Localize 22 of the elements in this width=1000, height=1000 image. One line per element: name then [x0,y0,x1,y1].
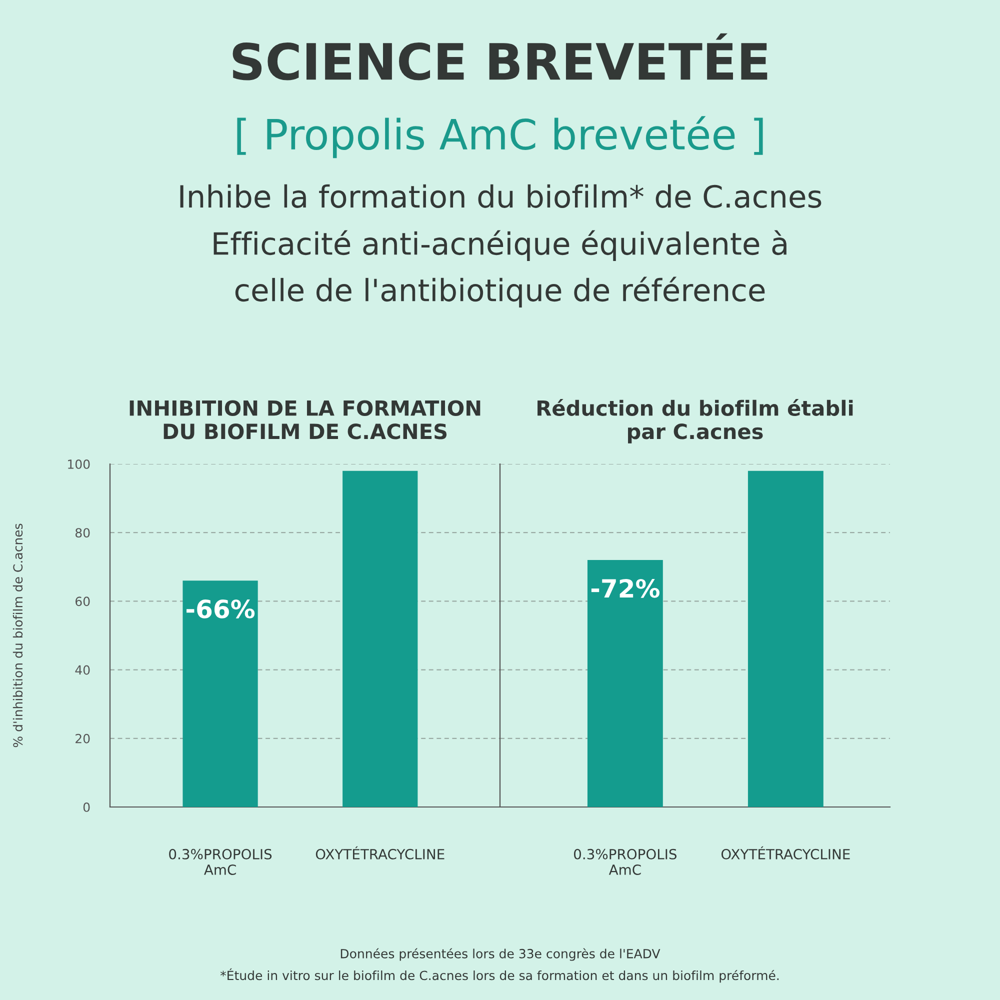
text: Inhibe la formation du biofilm* de C.acnes [180,184,822,208]
chart-title: Réduction du biofilm établi par C.acnes [538,399,853,444]
x-tick-label: 0.3%PROPOLIS AmC [169,848,272,875]
text: Données présentées lors de 33e congrès de l'EADV [340,948,660,961]
chart-title: INHIBITION DE LA FORMATION DU BIOFILM DE C.ACNES [130,400,480,440]
annotation: -72% [591,578,660,598]
y-tick-label: 20 [76,734,90,744]
text: *Étude in vitro sur le biofilm de C.acnes lors de sa formation et dans un biofilm préformé. [220,968,779,983]
text: [ Propolis AmC brevetée ] [237,116,763,158]
text: celle de l'antibiotique de référence [235,276,765,308]
x-tick-label: OXYTÉTRACYCLINE [721,846,850,860]
annotation: -66% [186,600,255,618]
y-tick-label: 40 [75,665,90,675]
y-tick-label: 80 [75,528,90,538]
text: Efficacité anti-acnéique équivalente à [214,230,786,261]
y-tick-label: 0 [83,802,90,812]
y-tick-label: 100 [68,459,90,469]
text: SCIENCE BREVETÉE [232,33,768,80]
x-tick-label: 0.3%PROPOLIS AmC [574,848,677,875]
y-axis-title: % d'inhibition du biofilm de C.acnes [12,524,23,748]
y-tick-label: 60 [76,596,90,606]
x-tick-label: OXYTÉTRACYCLINE [316,846,444,860]
